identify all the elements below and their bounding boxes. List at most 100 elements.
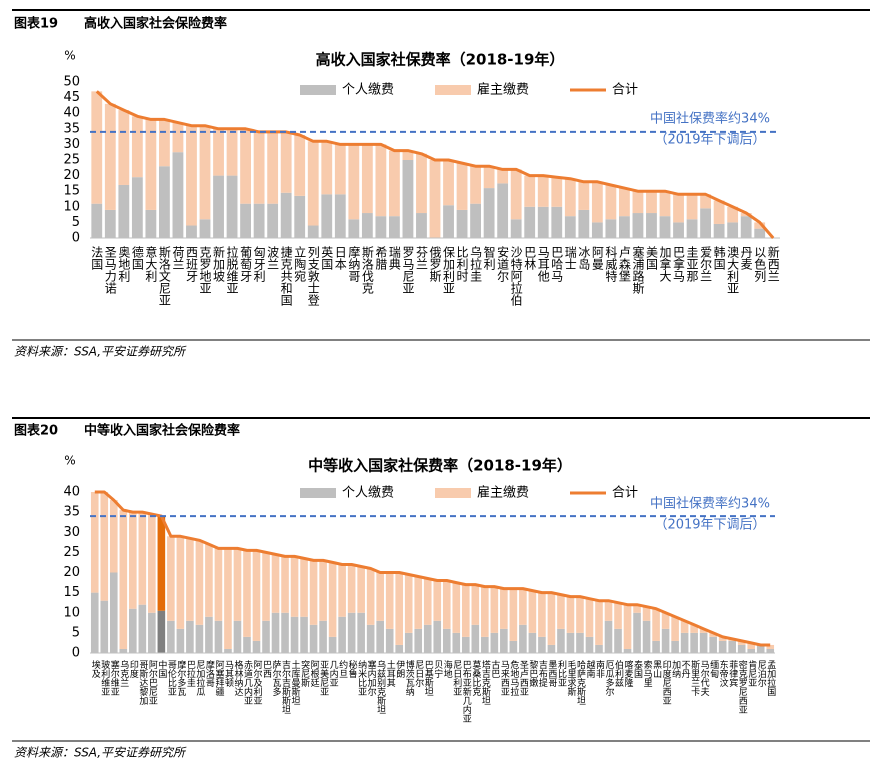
bar-segment [433,620,442,653]
x-tick-label: 喀麦隆 [623,659,634,688]
x-tick-label: 新加坡 [212,245,226,282]
bar-segment [262,620,270,653]
x-tick-label: 不丹 [680,660,691,679]
bar-segment [375,144,387,217]
y-tick-label: 45 [63,90,80,105]
bar-segment [623,604,632,649]
bar-segment [497,183,509,238]
bar-segment [747,648,756,653]
x-tick-label: 马尔代夫 [699,660,710,697]
bar-segment [376,620,384,653]
y-unit: % [64,49,75,63]
y-tick-label: 5 [72,625,80,640]
x-tick-label: 冰岛 [577,246,591,271]
bar-segment [129,512,137,609]
bar-segment [700,194,711,209]
x-tick-label: 缅甸 [708,659,719,679]
bar-segment [148,514,156,613]
x-tick-label: 博茨瓦纳 [404,659,415,697]
y-tick-label: 30 [63,525,80,540]
bar-segment [240,203,251,238]
x-tick-label: 捷克共和国 [279,246,293,306]
bar-segment [186,620,194,653]
bar-segment [138,512,147,605]
total-line [95,90,775,239]
bar-segment [661,628,670,653]
bar-segment [578,209,590,238]
bar-segment [633,612,641,653]
bar-segment [557,594,565,629]
bar-segment [100,492,109,601]
bar-segment [605,219,617,238]
x-tick-label: 奥地利 [117,246,131,282]
x-tick-label: 克罗地亚 [198,246,212,294]
bar-segment [262,552,270,621]
x-tick-label: 巴林 [523,246,537,270]
bar-segment [578,181,590,210]
x-tick-label: 波兰 [266,246,280,270]
bar-segment [338,564,346,617]
bar-segment [294,195,306,238]
bar-segment [490,586,499,633]
y-tick-label: 35 [63,505,80,520]
bar-segment [309,624,318,653]
x-tick-label: 尼日尔 [413,660,424,687]
bar-segment [280,192,292,238]
x-tick-label: 印度 [128,659,139,679]
x-tick-label: 拉脱维亚 [225,245,239,294]
x-tick-label: 孟加拉国 [765,660,776,697]
bar-segment [576,596,584,633]
bar-segment [389,150,400,217]
x-tick-label: 萨尔瓦多 [271,660,282,697]
bar-segment [224,548,232,649]
bar-segment [699,628,708,633]
x-tick-label: 巴拿马 [672,246,686,282]
x-tick-label: 哥伦比亚 [166,660,177,696]
bar-segment [680,632,689,653]
bar-segment [671,616,679,641]
bar-segment [334,194,346,238]
bar-segment [402,160,414,238]
bar-segment [243,636,251,653]
x-tick-label: 摩洛哥 [204,659,215,687]
bar-segment [564,216,576,238]
bar-segment [214,620,223,653]
x-tick-label: 斯洛伐克 [360,246,374,295]
bar-segment [642,620,651,653]
bar-segment [614,602,622,629]
x-tick-label: 巴西 [261,660,272,679]
x-tick-label: 圣卢西亚 [518,660,529,696]
x-tick-label: 东帝汶 [718,659,729,688]
bar-segment [551,206,563,238]
bar-segment [470,166,481,204]
bar-segment [119,648,128,653]
bar-segment [481,586,489,637]
bar-segment [414,628,423,653]
bar-segment [524,206,536,238]
bar-segment [385,572,394,629]
bar-segment [632,213,644,238]
bar-segment [591,181,603,223]
chart-title: 中等收入国家社保费率（2018-19年） [308,457,572,475]
bar-segment [243,550,251,637]
bar-segment [433,580,442,621]
legend-label: 个人缴费 [342,486,394,501]
x-tick-label: 美国 [644,246,658,270]
x-tick-label: 马其顿 [223,660,234,688]
x-tick-label: 几内亚 [328,660,339,687]
bar-segment [659,191,671,217]
bar-segment [357,566,365,613]
bar-segment [429,160,441,238]
x-tick-label: 秘鲁 [347,659,358,678]
bar-segment [470,203,481,238]
x-tick-label: 突尼斯 [299,659,310,688]
x-tick-label: 越南 [584,659,595,678]
x-tick-label: 加纳 [670,660,681,679]
bar-segment [538,592,546,637]
x-tick-label: 塔吉克斯坦 [480,659,491,705]
x-tick-label: 英国 [320,246,334,270]
bar-segment [686,194,698,220]
bar-segment [642,606,651,621]
reference-label: 中国社保费率约34% [650,111,770,127]
